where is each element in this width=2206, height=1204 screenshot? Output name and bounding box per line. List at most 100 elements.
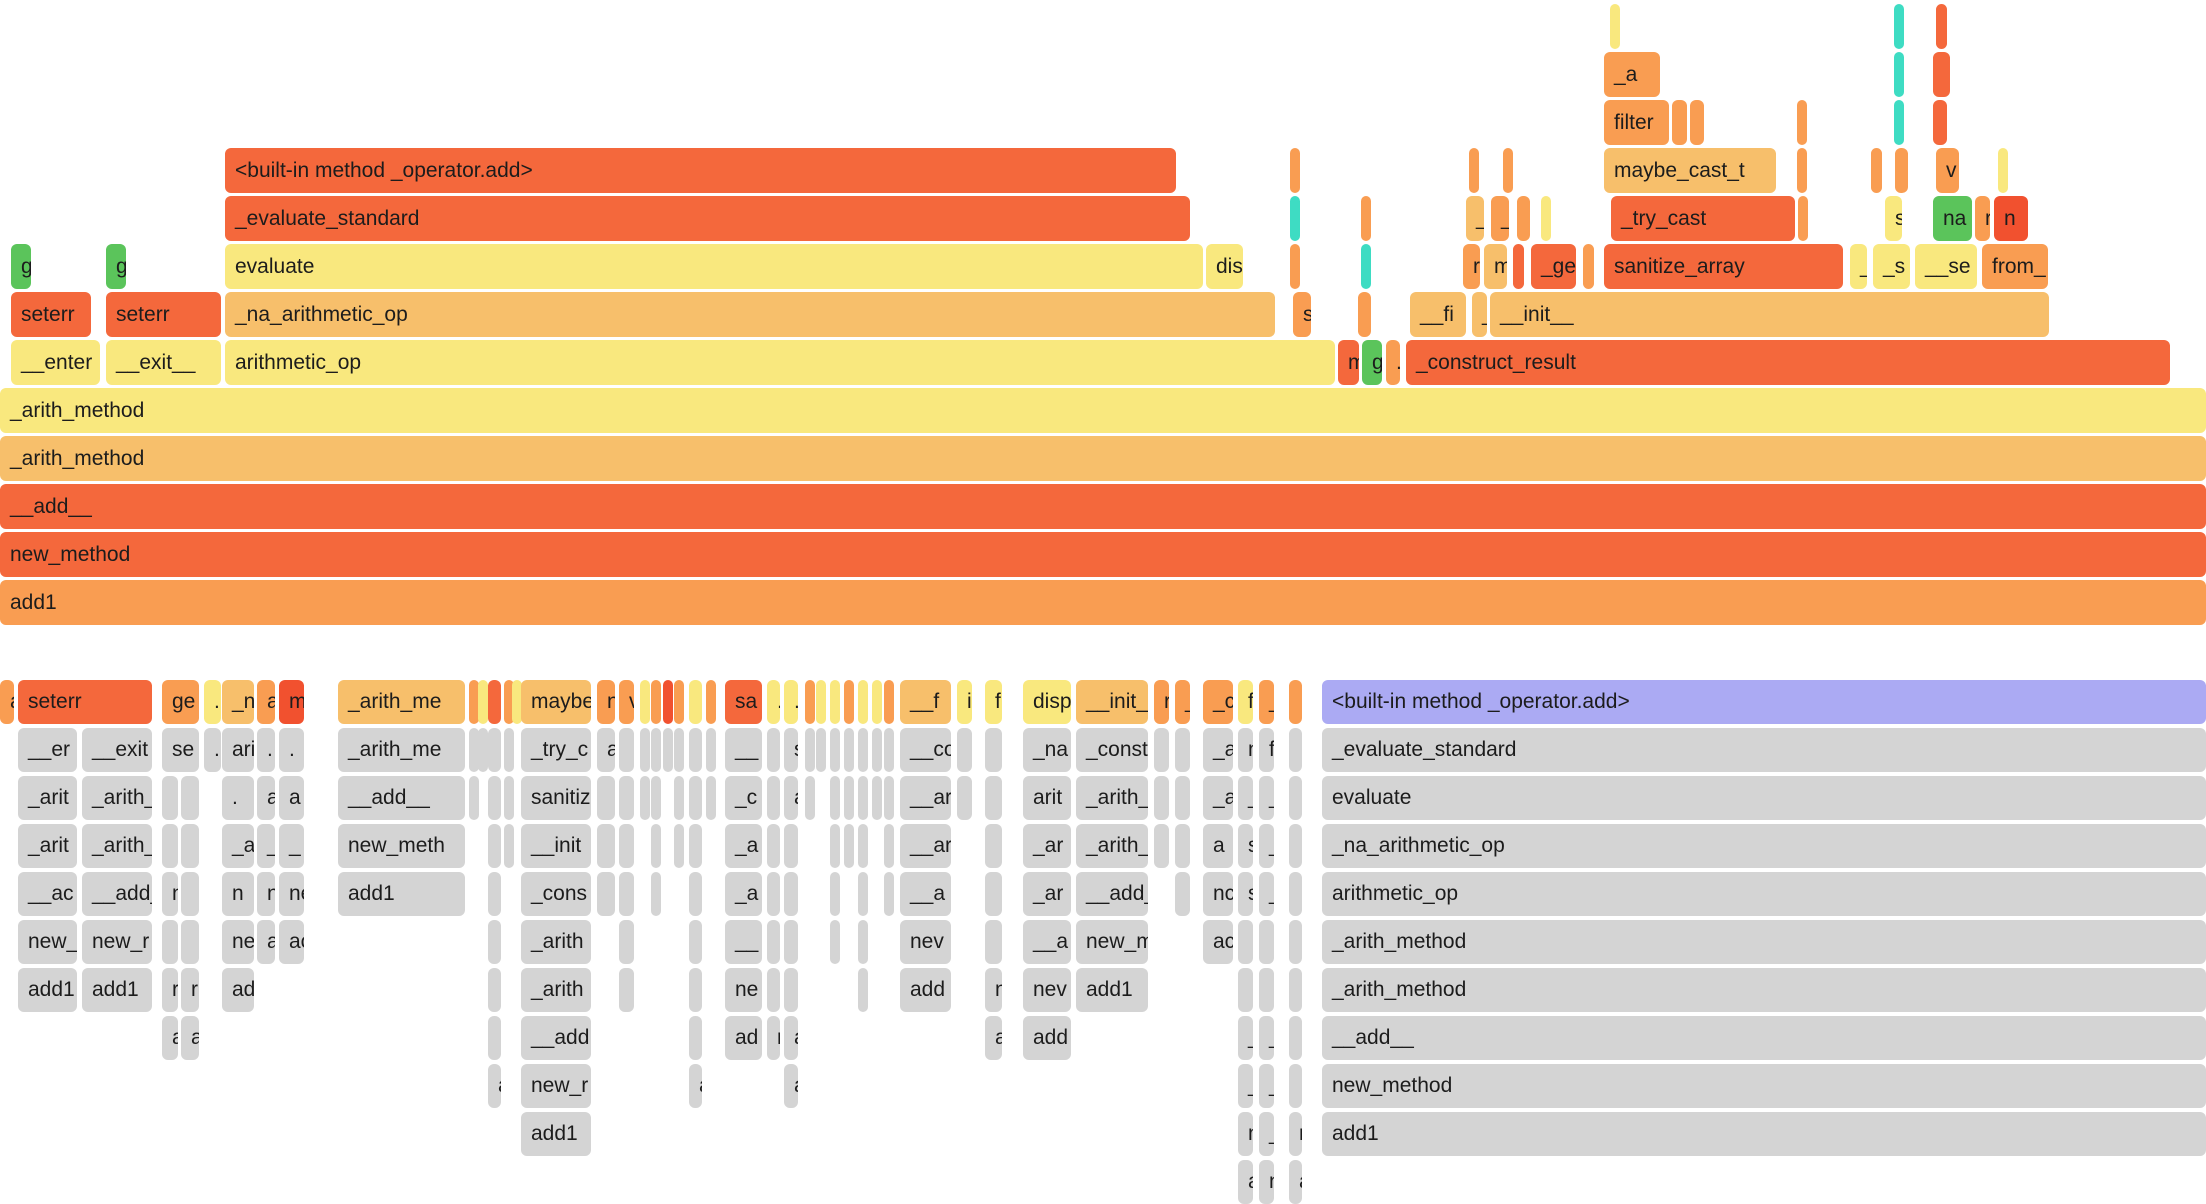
flame-frame[interactable]: [872, 776, 882, 820]
flame-frame[interactable]: .: [257, 728, 275, 772]
flame-frame[interactable]: __add__: [338, 776, 465, 820]
flame-frame[interactable]: [689, 968, 702, 1012]
flame-frame[interactable]: __co: [900, 728, 951, 772]
flame-frame[interactable]: [1797, 148, 1807, 193]
flame-frame[interactable]: __init__: [1490, 292, 2049, 337]
flame-frame[interactable]: a: [257, 920, 275, 964]
flame-frame[interactable]: m: [1484, 244, 1507, 289]
flame-frame[interactable]: add1: [82, 968, 152, 1012]
flame-frame[interactable]: _a: [222, 824, 254, 868]
flame-frame[interactable]: r: [767, 1016, 780, 1060]
flame-frame[interactable]: s: [1885, 196, 1902, 241]
flame-frame[interactable]: [1797, 100, 1807, 145]
flame-frame[interactable]: [619, 968, 634, 1012]
flame-frame[interactable]: _: [1175, 680, 1190, 724]
flame-frame[interactable]: n: [1994, 196, 2028, 241]
flame-frame[interactable]: .: [784, 680, 798, 724]
flame-frame[interactable]: [1583, 244, 1594, 289]
flame-frame[interactable]: _: [1491, 196, 1509, 241]
flame-frame[interactable]: [689, 1016, 702, 1060]
flame-frame[interactable]: [1154, 776, 1169, 820]
flame-frame[interactable]: [1933, 100, 1947, 145]
flame-frame[interactable]: ne: [725, 968, 762, 1012]
flame-frame[interactable]: _: [279, 824, 304, 868]
flame-frame[interactable]: add1: [1322, 1112, 2206, 1156]
flame-frame[interactable]: new_r: [521, 1064, 591, 1108]
flame-frame[interactable]: [844, 680, 854, 724]
flame-frame[interactable]: [1238, 968, 1253, 1012]
flame-frame[interactable]: add1: [338, 872, 465, 916]
flame-frame[interactable]: __ac: [18, 872, 77, 916]
flame-frame[interactable]: [872, 728, 882, 772]
flame-frame[interactable]: [858, 920, 868, 964]
flame-frame[interactable]: maybe: [521, 680, 591, 724]
flame-frame[interactable]: [162, 824, 178, 868]
flame-frame[interactable]: [478, 728, 488, 772]
flame-frame[interactable]: [504, 728, 514, 772]
flame-frame[interactable]: add1: [521, 1112, 591, 1156]
flame-frame[interactable]: _arith_method: [0, 388, 2206, 433]
flame-frame[interactable]: new_r: [82, 920, 152, 964]
flame-frame[interactable]: [784, 968, 798, 1012]
flame-frame[interactable]: seterr: [18, 680, 152, 724]
flame-frame[interactable]: [706, 680, 716, 724]
flame-frame[interactable]: _c: [1203, 680, 1233, 724]
flame-frame[interactable]: [957, 776, 972, 820]
flame-frame[interactable]: a: [1289, 1160, 1302, 1204]
flame-frame[interactable]: [512, 680, 522, 724]
flame-frame[interactable]: [689, 824, 702, 868]
flame-frame[interactable]: [1936, 4, 1947, 49]
flame-frame[interactable]: __enter: [11, 340, 100, 385]
flame-frame[interactable]: na: [1933, 196, 1972, 241]
flame-frame[interactable]: sa: [725, 680, 762, 724]
flame-frame[interactable]: [181, 824, 199, 868]
flame-frame[interactable]: [767, 728, 780, 772]
flame-frame[interactable]: [844, 728, 854, 772]
flame-frame[interactable]: [651, 872, 661, 916]
flame-frame[interactable]: v: [619, 680, 634, 724]
flame-frame[interactable]: [884, 680, 894, 724]
flame-frame[interactable]: <built-in method _operator.add>: [1322, 680, 2206, 724]
flame-frame[interactable]: [706, 728, 716, 772]
flame-frame[interactable]: _ge: [1531, 244, 1576, 289]
flame-frame[interactable]: n: [222, 872, 254, 916]
flame-frame[interactable]: a: [488, 1064, 501, 1108]
flame-frame[interactable]: [1290, 148, 1300, 193]
flame-frame[interactable]: [884, 776, 894, 820]
flame-frame[interactable]: [1895, 148, 1908, 193]
flame-frame[interactable]: [858, 824, 868, 868]
flame-frame[interactable]: seterr: [11, 292, 91, 337]
flame-frame[interactable]: [597, 776, 615, 820]
flame-frame[interactable]: [858, 872, 868, 916]
flame-frame[interactable]: v: [1936, 148, 1959, 193]
flame-frame[interactable]: a: [181, 1016, 199, 1060]
flame-frame[interactable]: [1289, 920, 1302, 964]
flame-frame[interactable]: [805, 680, 815, 724]
flame-frame[interactable]: arithmetic_op: [225, 340, 1335, 385]
flame-frame[interactable]: [1289, 968, 1302, 1012]
flame-frame[interactable]: [1290, 196, 1300, 241]
flame-frame[interactable]: [816, 728, 826, 772]
flame-frame[interactable]: r: [1154, 680, 1169, 724]
flame-frame[interactable]: [1175, 728, 1190, 772]
flame-frame[interactable]: .: [204, 680, 221, 724]
flame-frame[interactable]: n: [1238, 728, 1253, 772]
flame-frame[interactable]: _arit: [18, 824, 77, 868]
flame-frame[interactable]: [1175, 824, 1190, 868]
flame-frame[interactable]: [784, 920, 798, 964]
flame-frame[interactable]: [689, 872, 702, 916]
flame-frame[interactable]: [674, 680, 684, 724]
flame-frame[interactable]: __f: [900, 680, 951, 724]
flame-frame[interactable]: filter: [1604, 100, 1669, 145]
flame-frame[interactable]: __add: [521, 1016, 591, 1060]
flame-frame[interactable]: [957, 728, 972, 772]
flame-frame[interactable]: _na: [1023, 728, 1071, 772]
flame-frame[interactable]: _arith_method: [0, 436, 2206, 481]
flame-frame[interactable]: [985, 776, 1002, 820]
flame-frame[interactable]: _na_arithmetic_op: [1322, 824, 2206, 868]
flame-frame[interactable]: g: [106, 244, 126, 289]
flame-frame[interactable]: _arith: [521, 920, 591, 964]
flame-frame[interactable]: [488, 1016, 501, 1060]
flame-frame[interactable]: [1690, 100, 1704, 145]
